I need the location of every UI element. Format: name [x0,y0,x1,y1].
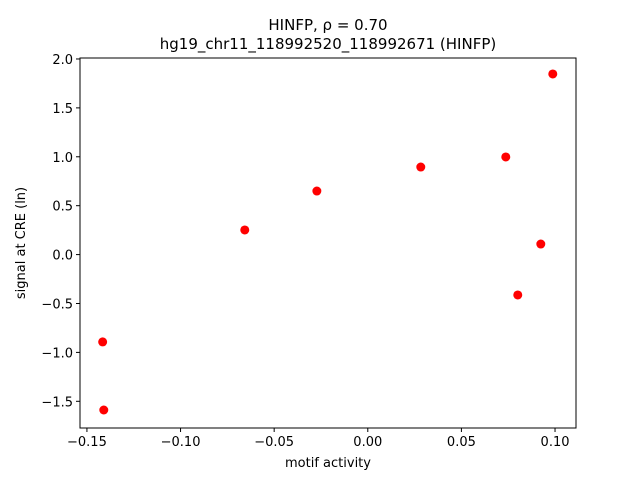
x-tick-label: 0.10 [541,435,570,450]
chart-subtitle: hg19_chr11_118992520_118992671 (HINFP) [160,35,496,54]
point [536,239,546,249]
point [99,405,109,415]
point [312,186,322,196]
point [548,69,558,79]
x-tick-label: 0.00 [353,435,382,450]
x-tick-label: 0.05 [447,435,476,450]
point [513,290,523,300]
y-tick-label: 0.0 [52,249,73,264]
y-tick-label: 2.0 [52,53,73,68]
y-axis-label: signal at CRE (ln) [14,187,29,299]
y-tick-label: 1.0 [52,151,73,166]
chart-title: HINFP, ρ = 0.70 [268,16,387,34]
y-tick-label: −1.5 [41,395,73,410]
plot-frame [79,57,577,429]
x-tick-label: −0.05 [254,435,294,450]
x-tick-label: −0.10 [161,435,201,450]
y-tick-label: 0.5 [52,200,73,215]
x-axis-label: motif activity [285,456,371,471]
point [98,337,108,347]
y-tick-label: −1.0 [41,346,73,361]
x-tick-label: −0.15 [67,435,107,450]
point [416,162,426,172]
y-tick-label: −0.5 [41,297,73,312]
point [240,225,250,235]
y-tick-label: 1.5 [52,102,73,117]
point [501,152,511,162]
